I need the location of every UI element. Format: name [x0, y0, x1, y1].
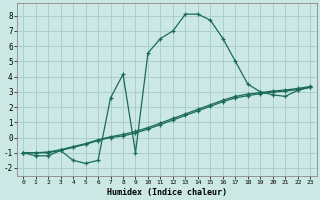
- X-axis label: Humidex (Indice chaleur): Humidex (Indice chaleur): [107, 188, 227, 197]
